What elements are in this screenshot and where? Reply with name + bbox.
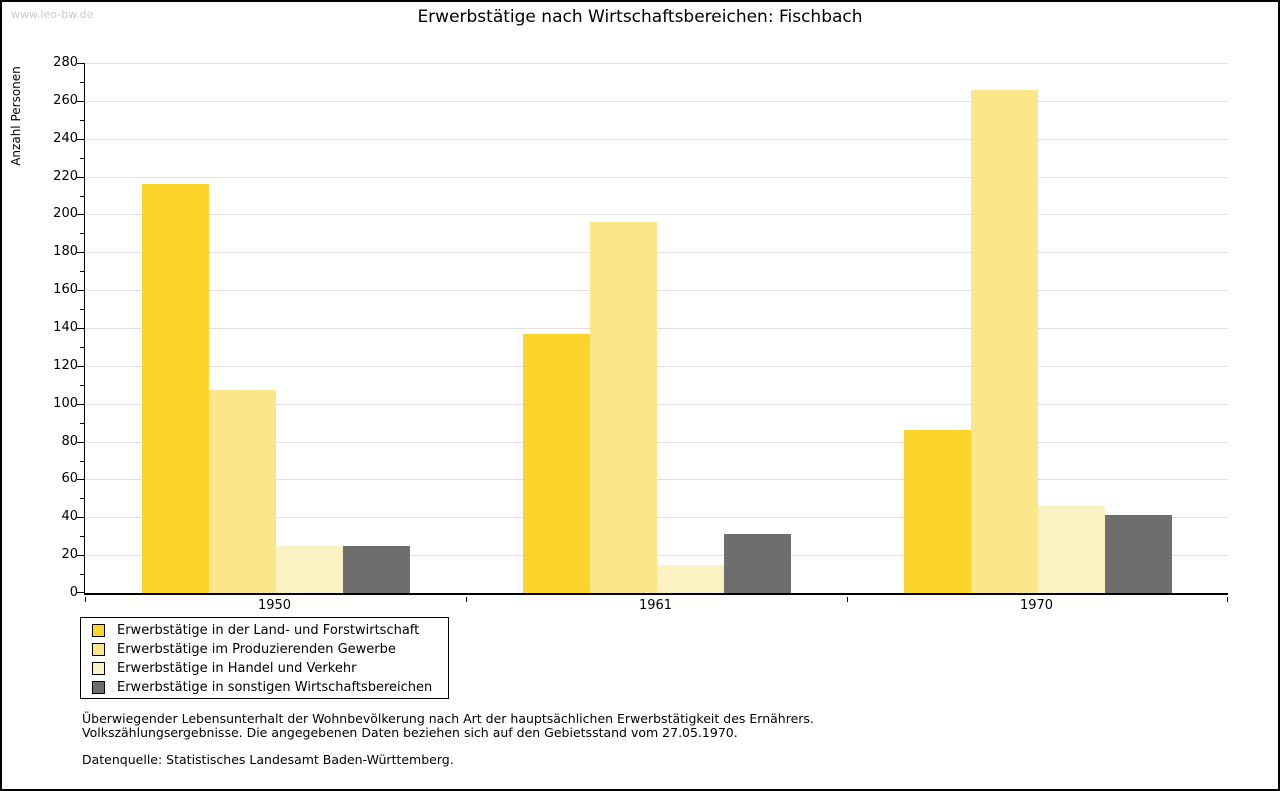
- x-axis-tick-label: 1950: [257, 598, 292, 613]
- x-axis-tick: [1227, 597, 1228, 602]
- gridline: [85, 176, 1228, 178]
- bar-1950-series-1: [141, 184, 209, 593]
- footnote: Überwiegender Lebensunterhalt der Wohnbe…: [82, 712, 814, 767]
- y-axis-tick-label: 280: [53, 55, 78, 70]
- legend-swatch: [92, 643, 105, 656]
- gridline: [85, 100, 1228, 102]
- legend-item-1: Erwerbstätige in der Land- und Forstwirt…: [81, 621, 448, 640]
- y-axis-minor-tick: [80, 460, 85, 462]
- y-axis-tick-label: 0: [69, 585, 78, 600]
- y-axis-minor-tick: [80, 119, 85, 121]
- y-axis-major-tick: [77, 517, 85, 519]
- x-axis-tick-label: 1970: [1019, 598, 1054, 613]
- y-axis-minor-tick: [80, 309, 85, 311]
- bar-1961-series-4: [723, 534, 791, 593]
- y-axis-tick-label: 220: [53, 168, 78, 184]
- y-axis-tick-label: 20: [61, 547, 78, 563]
- y-axis-minor-tick: [80, 422, 85, 424]
- footnote-line-1: Überwiegender Lebensunterhalt der Wohnbe…: [82, 711, 814, 726]
- y-axis-minor-tick: [80, 384, 85, 386]
- y-axis-minor-tick: [80, 536, 85, 538]
- legend-item-label: Erwerbstätige in sonstigen Wirtschaftsbe…: [117, 680, 433, 695]
- gridline: [85, 479, 1228, 481]
- bar-1961-series-2: [589, 222, 657, 593]
- y-axis-tick-label: 160: [53, 282, 78, 298]
- y-axis-tick-label: 140: [53, 320, 78, 335]
- legend-item-label: Erwerbstätige im Produzierenden Gewerbe: [117, 642, 396, 657]
- bar-1970-series-3: [1037, 505, 1105, 593]
- x-axis-tick: [847, 597, 848, 602]
- x-axis-tick-label: 1961: [638, 598, 673, 613]
- gridline: [85, 63, 1228, 64]
- gridline: [85, 214, 1228, 216]
- y-axis-major-tick: [77, 176, 85, 178]
- y-axis-major-tick: [77, 252, 85, 254]
- y-axis-major-tick: [77, 100, 85, 102]
- watermark: www.leo-bw.de: [11, 8, 94, 21]
- gridline: [85, 441, 1228, 443]
- bar-1950-series-4: [342, 545, 410, 593]
- legend-item-label: Erwerbstätige in der Land- und Forstwirt…: [117, 623, 420, 638]
- y-axis-major-tick: [77, 441, 85, 443]
- bar-1961-series-1: [522, 333, 590, 593]
- bar-1961-series-3: [656, 564, 724, 593]
- footnote-line-2: Volkszählungsergebnisse. Die angegebenen…: [82, 724, 738, 740]
- legend-item-2: Erwerbstätige im Produzierenden Gewerbe: [81, 640, 448, 659]
- y-axis-minor-tick: [80, 498, 85, 500]
- y-axis-major-tick: [77, 555, 85, 557]
- bar-1970-series-1: [903, 430, 971, 593]
- gridline: [85, 328, 1228, 329]
- y-axis-major-tick: [77, 479, 85, 481]
- chart-title: Erwerbstätige nach Wirtschaftsbereichen:…: [417, 7, 863, 27]
- y-axis-major-tick: [77, 592, 85, 593]
- gridline: [85, 403, 1228, 405]
- y-axis-major-tick: [77, 365, 85, 367]
- y-axis-tick-label: 40: [61, 509, 78, 525]
- x-axis-tick: [466, 597, 467, 602]
- legend-item-3: Erwerbstätige in Handel und Verkehr: [81, 659, 448, 678]
- gridline: [85, 138, 1228, 140]
- bar-1970-series-2: [970, 89, 1038, 593]
- x-axis-tick: [85, 597, 86, 602]
- y-axis-major-tick: [77, 328, 85, 329]
- gridline: [85, 555, 1228, 557]
- legend-item-label: Erwerbstätige in Handel und Verkehr: [117, 661, 357, 676]
- legend-swatch: [92, 662, 105, 675]
- plot-area: [77, 63, 1228, 602]
- gridline: [85, 365, 1228, 367]
- y-axis-tick-label: 100: [53, 395, 78, 411]
- legend-swatch: [92, 624, 105, 637]
- y-axis-major-tick: [77, 138, 85, 140]
- y-axis-tick-label: 120: [53, 357, 78, 373]
- data-source: Datenquelle: Statistisches Landesamt Bad…: [82, 752, 454, 767]
- legend: Erwerbstätige in der Land- und Forstwirt…: [80, 617, 449, 699]
- y-axis-tick-label: 180: [53, 244, 78, 260]
- y-axis-minor-tick: [80, 574, 85, 576]
- gridline: [85, 517, 1228, 519]
- y-axis-major-tick: [77, 290, 85, 292]
- y-axis-tick-label: 200: [53, 206, 78, 222]
- y-axis-tick-label: 240: [53, 130, 78, 146]
- y-axis-title-text: Anzahl Personen: [9, 66, 23, 166]
- y-axis-major-tick: [77, 403, 85, 405]
- legend-swatch: [92, 681, 105, 694]
- bar-1950-series-3: [275, 545, 343, 593]
- y-axis-major-tick: [77, 214, 85, 216]
- gridline: [85, 290, 1228, 292]
- y-axis-tick-label: 260: [53, 92, 78, 108]
- bar-1950-series-2: [208, 390, 276, 593]
- gridline: [85, 252, 1228, 254]
- legend-item-4: Erwerbstätige in sonstigen Wirtschaftsbe…: [81, 678, 448, 697]
- y-axis-minor-tick: [80, 271, 85, 273]
- y-axis-minor-tick: [80, 81, 85, 83]
- bar-1970-series-4: [1104, 515, 1172, 593]
- y-axis-tick-label: 80: [61, 433, 78, 449]
- y-axis-minor-tick: [80, 233, 85, 235]
- y-axis-minor-tick: [80, 157, 85, 159]
- y-axis-minor-tick: [80, 195, 85, 197]
- y-axis-tick-label: 60: [61, 471, 78, 487]
- y-axis-minor-tick: [80, 346, 85, 348]
- y-axis-major-tick: [77, 63, 85, 64]
